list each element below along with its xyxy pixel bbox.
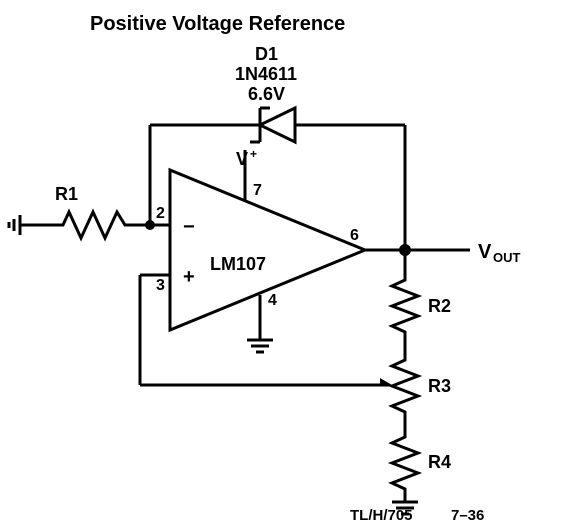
r1-label: R1	[55, 184, 78, 204]
opamp-minus: −	[183, 216, 195, 238]
svg-text:V: V	[478, 241, 492, 263]
diode-designator: D1	[255, 44, 278, 64]
opamp	[170, 150, 365, 340]
opamp-pin-out: 6	[350, 227, 359, 244]
opamp-pin-gnd: 4	[268, 292, 277, 309]
r3-label: R3	[428, 376, 451, 396]
diode-part-number: 1N4611	[235, 64, 297, 84]
page-title: Positive Voltage Reference	[90, 13, 345, 35]
svg-text:7–36: 7–36	[451, 507, 484, 524]
opamp-ground	[247, 340, 273, 352]
schematic-diagram: Positive Voltage Reference D1 1N4611 6.6…	[0, 0, 563, 525]
opamp-pin-vplus: 7	[253, 182, 262, 199]
opamp-part: LM107	[210, 254, 266, 274]
node-pin2	[145, 220, 155, 230]
r-ladder	[392, 250, 418, 514]
opamp-pin-plus: 3	[156, 277, 165, 294]
svg-text:TL/H/705: TL/H/705	[350, 507, 413, 524]
svg-text:V: V	[236, 149, 248, 169]
opamp-plus: +	[183, 266, 195, 288]
svg-text:+: +	[250, 147, 257, 161]
diode-voltage: 6.6V	[248, 84, 285, 104]
vout-label: V OUT	[478, 241, 521, 265]
svg-text:OUT: OUT	[493, 250, 521, 265]
vplus-label: V +	[236, 147, 257, 169]
r2-label: R2	[428, 296, 451, 316]
figure-number: TL/H/705 7–36	[350, 507, 484, 524]
opamp-pin-minus: 2	[156, 205, 165, 222]
r4-label: R4	[428, 452, 451, 472]
